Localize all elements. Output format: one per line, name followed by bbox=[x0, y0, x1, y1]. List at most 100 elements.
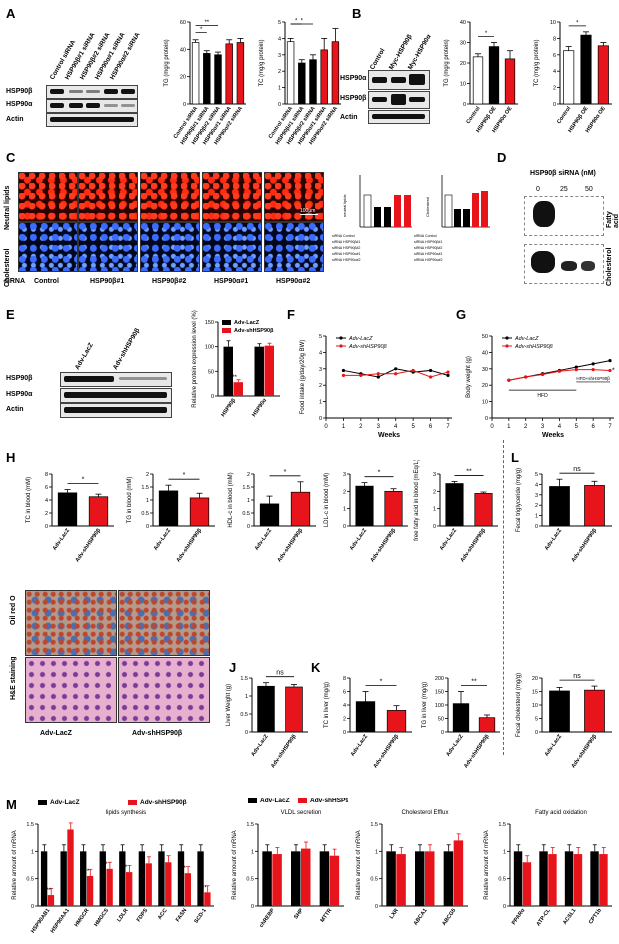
chart-body: 0 0.5 1 1.5 2 TG in blood (mM) Adv-LacZ Adv-shH… bbox=[127, 472, 215, 563]
bar bbox=[331, 41, 340, 105]
y-tick-label: 40 bbox=[180, 47, 186, 53]
chart-k-tc: 0 2 4 6 8 TC in liver (mg/g) Adv-LacZ Adv-shHSP… bbox=[324, 676, 412, 769]
chart-h-hdl: 0 0.5 1 1.5 2 HDL-c in blood (mM) Adv-LacZ Adv-… bbox=[228, 469, 316, 563]
blot-b-row bbox=[368, 91, 430, 109]
chart-body: 0 1 2 3 4 5 Food intake (g/day/20g BW) 0 1 2 3 4 5 6 7… bbox=[300, 334, 452, 439]
legend-label: Adv-LacZ bbox=[348, 336, 373, 342]
bar bbox=[262, 851, 272, 906]
chart-body: 0 1 2 3 free fatty acid in blood (mEq/L) Adv-… bbox=[414, 460, 498, 563]
bar bbox=[549, 690, 570, 733]
chart-g: 0 10 20 30 40 50 Body weight (g) 0 1 2 3 4 5 6 7 Weeks A… bbox=[466, 334, 615, 439]
bar bbox=[522, 862, 532, 906]
category-label: Adv-shHSP90β bbox=[571, 733, 599, 769]
significance-mark: * bbox=[183, 866, 186, 872]
category-label: Adv-shHSP90β bbox=[75, 527, 103, 563]
bar bbox=[60, 851, 67, 906]
chart-e-quant: 0 50 100 150 Relative protein expression lev… bbox=[192, 310, 280, 418]
significance-mark: ns bbox=[276, 670, 284, 677]
bar bbox=[177, 851, 185, 906]
panel-label-g: G bbox=[456, 307, 467, 322]
data-point bbox=[428, 375, 433, 379]
bar bbox=[474, 493, 493, 527]
tlc-plate-cholesterol bbox=[524, 244, 604, 284]
y-axis-label: Relative amount of mRNA bbox=[356, 830, 362, 899]
category-label: HSP90AB1 bbox=[30, 908, 51, 935]
chart-body: 0 50 100 150 Relative protein expression lev… bbox=[192, 310, 280, 418]
category-label: LXR bbox=[389, 908, 400, 920]
legend-swatch bbox=[248, 798, 257, 803]
significance-mark: * bbox=[576, 20, 579, 26]
y-tick-label: 0.5 bbox=[370, 877, 378, 883]
legend-marker bbox=[339, 336, 343, 340]
category-label: HSP90α bbox=[251, 397, 268, 418]
y-tick-label: 4 bbox=[45, 498, 48, 504]
bar bbox=[285, 686, 303, 733]
bar bbox=[286, 41, 295, 105]
bar bbox=[290, 491, 311, 527]
y-tick-label: 30 bbox=[460, 41, 466, 47]
y-tick-label: 1.5 bbox=[370, 822, 378, 828]
data-point bbox=[376, 372, 380, 376]
category-label: HSP90AA1 bbox=[50, 908, 71, 935]
chart-body: 0 0.5 1 1.5 Liver Weight (g) Adv-LacZ Adv-shHS… bbox=[226, 670, 308, 769]
chart-h-tc: 0 2 4 6 8 TC in blood (mM) Adv-LacZ Adv-shHSP90… bbox=[26, 472, 114, 563]
y-tick-label: 150 bbox=[205, 320, 214, 326]
category-label: HMGCR bbox=[74, 908, 91, 928]
category-label: CPT1b bbox=[588, 907, 603, 925]
tlc-plate-fatty bbox=[524, 196, 604, 236]
data-point bbox=[540, 372, 545, 377]
y-tick-label: 1.5 bbox=[246, 822, 254, 828]
significance-mark: *** bbox=[44, 888, 52, 894]
category-label: Adv-LacZ bbox=[250, 733, 270, 757]
y-axis-label: Fecal cholesterol (mg/g) bbox=[516, 673, 522, 737]
y-tick-label: 40 bbox=[482, 350, 488, 356]
y-tick-label: 1 bbox=[433, 507, 436, 513]
chart-body: 0 0.5 1 1.5 Relative amount of mRNA lipids sy… bbox=[12, 799, 214, 934]
y-tick-label: 0 bbox=[31, 904, 34, 910]
panel-c-col-label: HSP90β#1 bbox=[90, 278, 125, 285]
significance-mark: * bbox=[82, 477, 85, 484]
legend-swatch bbox=[222, 320, 231, 325]
x-tick-label: 5 bbox=[575, 424, 579, 430]
y-tick-label: 0.5 bbox=[498, 877, 506, 883]
y-axis-label: TG (mg/g protein) bbox=[444, 39, 450, 86]
bar bbox=[106, 868, 113, 906]
y-tick-label: 1 bbox=[251, 849, 254, 855]
bar bbox=[298, 62, 306, 105]
panel-label-h: H bbox=[6, 450, 16, 465]
bar bbox=[590, 851, 599, 906]
y-tick-label: 3 bbox=[319, 367, 322, 373]
panel-label-l: L bbox=[511, 450, 519, 465]
category-label: ABCA1 bbox=[413, 908, 429, 927]
y-tick-label: 6 bbox=[553, 53, 556, 59]
category-label: LDLR bbox=[116, 908, 129, 923]
blot-a-row-label: Actin bbox=[6, 116, 24, 123]
category-label: Adv-LacZ bbox=[350, 733, 370, 757]
he-image bbox=[118, 657, 210, 723]
histo-col-label: Adv-LacZ bbox=[40, 730, 72, 737]
legend-swatch bbox=[128, 800, 137, 805]
y-tick-label: 20 bbox=[180, 75, 186, 81]
y-axis-label: free fatty acid in blood (mEq/L) bbox=[414, 460, 420, 541]
bar bbox=[259, 503, 280, 527]
histo-row-label: Oil red O bbox=[10, 595, 17, 625]
micrograph bbox=[140, 222, 200, 272]
blot-b-col-label: Control bbox=[368, 47, 387, 71]
legend-label: Adv-shHSP90β bbox=[234, 328, 274, 334]
y-tick-label: 30 bbox=[482, 367, 488, 373]
micrograph bbox=[78, 222, 138, 272]
y-tick-label: 1 bbox=[343, 507, 346, 513]
bar bbox=[453, 840, 464, 906]
blot-b-row-label: Actin bbox=[340, 114, 358, 121]
chart-body: 0 50 100 150 200 TG in liver (mg/g) Adv-LacZAd… bbox=[422, 676, 500, 769]
y-axis-label: TC (mg/g protein) bbox=[259, 39, 265, 86]
bar bbox=[126, 872, 133, 906]
bar bbox=[452, 703, 470, 733]
y-tick-label: 0 bbox=[319, 416, 322, 422]
chart-body: 0 10 20 30 40 50 Body weight (g) 0 1 2 3 4 5 6 7 Weeks A… bbox=[466, 334, 615, 439]
significance-mark: ** bbox=[471, 679, 477, 686]
y-tick-label: 0.5 bbox=[26, 877, 34, 883]
bar bbox=[504, 58, 516, 105]
